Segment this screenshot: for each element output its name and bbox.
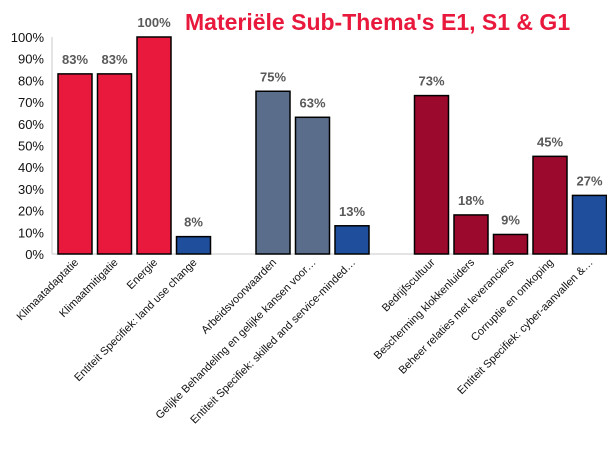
- bar: [294, 116, 331, 255]
- bar: [175, 235, 212, 255]
- y-tick-labels: 0% 10% 20% 30% 40% 50% 60% 70% 80% 90% 100%: [11, 30, 45, 262]
- data-labels: 83% 83% 100% 8% 75% 63% 13% 73% 18% 9% 45% 27%: [62, 15, 603, 230]
- data-label: 18%: [458, 193, 484, 208]
- y-tick-label: 20%: [18, 204, 44, 219]
- data-label: 100%: [137, 15, 171, 30]
- bar: [57, 73, 93, 255]
- data-label: 9%: [501, 212, 520, 227]
- bar: [532, 155, 568, 255]
- y-tick-label: 80%: [18, 73, 44, 88]
- data-label: 8%: [184, 215, 203, 230]
- y-tick-label: 50%: [18, 139, 44, 154]
- category-label: Energie: [125, 257, 160, 292]
- category-label: Arbeidsvoorwaarden: [199, 257, 279, 337]
- data-label: 45%: [537, 134, 563, 149]
- bars: [57, 36, 607, 255]
- bar: [413, 94, 450, 255]
- y-tick-label: 90%: [18, 52, 44, 67]
- data-label: 73%: [418, 74, 444, 89]
- bar: [492, 233, 529, 255]
- data-label: 63%: [299, 95, 325, 110]
- bar: [334, 225, 370, 255]
- data-label: 13%: [339, 204, 365, 219]
- bar: [571, 194, 607, 255]
- data-label: 75%: [260, 69, 286, 84]
- data-label: 83%: [101, 52, 127, 67]
- chart-title: Materiële Sub-Thema's E1, S1 & G1: [185, 9, 570, 35]
- y-tick-label: 0%: [25, 247, 44, 262]
- y-tick-label: 10%: [18, 225, 44, 240]
- y-tick-label: 70%: [18, 95, 44, 110]
- y-tick-label: 40%: [18, 160, 44, 175]
- y-tick-label: 30%: [18, 182, 44, 197]
- bar: [136, 36, 172, 255]
- bar: [255, 90, 291, 255]
- bar: [453, 214, 489, 255]
- y-tick-label: 60%: [18, 117, 44, 132]
- bar: [96, 73, 133, 255]
- category-label: Entiteit Specifiek: skilled and service-…: [188, 257, 358, 427]
- y-tick-label: 100%: [11, 30, 45, 45]
- data-label: 27%: [576, 173, 602, 188]
- data-label: 83%: [62, 52, 88, 67]
